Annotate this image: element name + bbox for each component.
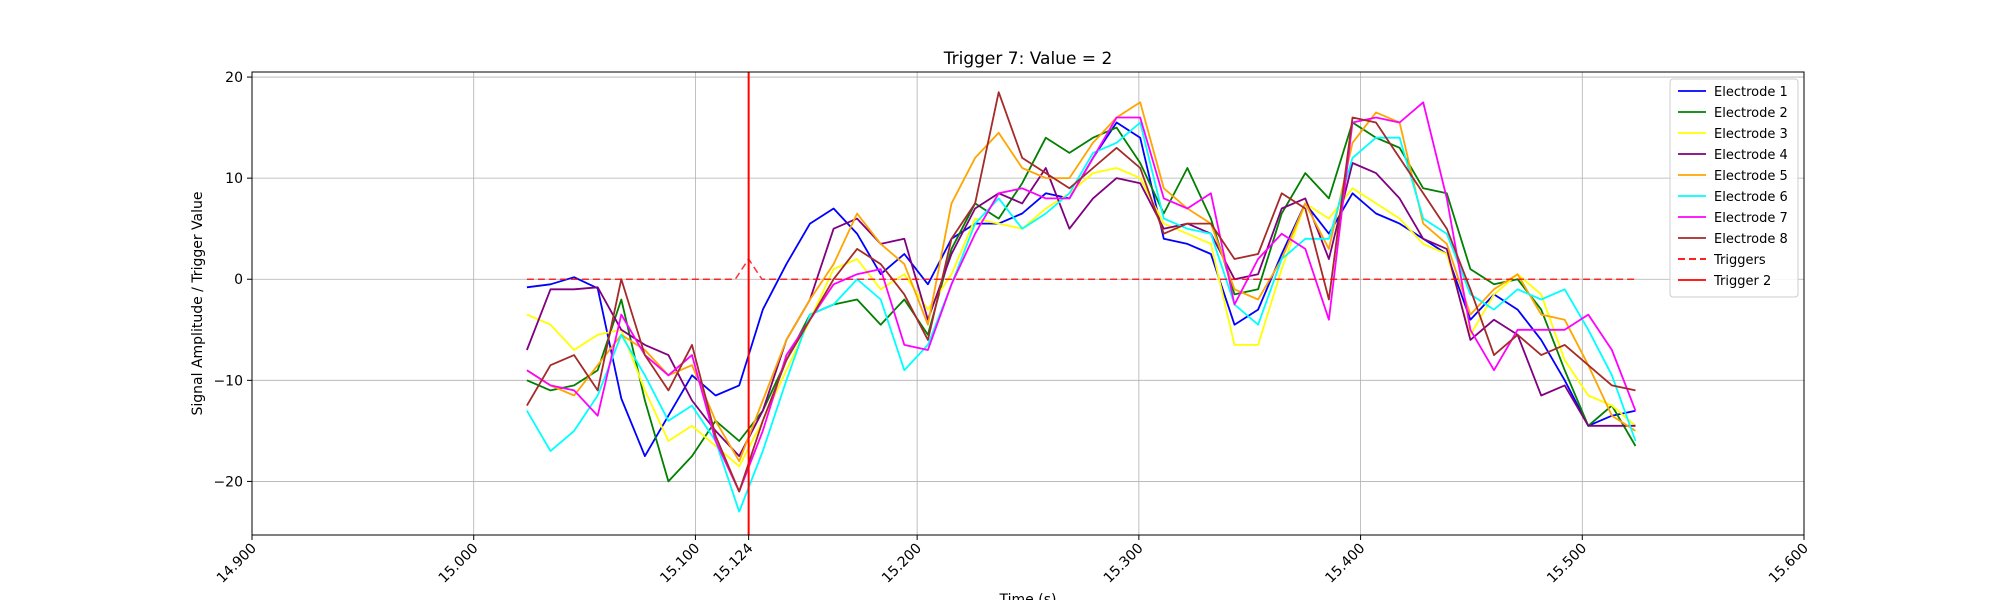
y-tick-label: 0 bbox=[234, 272, 243, 288]
legend-label: Trigger 2 bbox=[1713, 274, 1771, 289]
legend-label: Electrode 6 bbox=[1714, 190, 1788, 205]
legend-label: Electrode 4 bbox=[1714, 148, 1788, 163]
y-axis-label: Signal Amplitude / Trigger Value bbox=[190, 192, 206, 416]
x-tick-label: 15.300 bbox=[1101, 541, 1147, 587]
legend-label: Triggers bbox=[1713, 253, 1766, 268]
legend-label: Electrode 5 bbox=[1714, 169, 1788, 184]
y-tick-label: 10 bbox=[225, 171, 243, 187]
x-tick-label: 15.124 bbox=[711, 540, 757, 586]
x-tick-label: 14.900 bbox=[214, 541, 260, 587]
legend-label: Electrode 2 bbox=[1714, 106, 1788, 121]
x-tick-label: 15.100 bbox=[657, 541, 703, 587]
y-tick-label: −10 bbox=[213, 373, 243, 389]
series-line-8 bbox=[526, 91, 1636, 493]
plot-area-frame bbox=[251, 71, 1805, 536]
series-line-9 bbox=[526, 258, 1636, 280]
y-tick-label: −20 bbox=[213, 474, 243, 490]
y-tick-label: 20 bbox=[225, 70, 243, 86]
chart-title: Trigger 7: Value = 2 bbox=[943, 49, 1113, 69]
legend-label: Electrode 3 bbox=[1714, 127, 1788, 142]
series-line-6 bbox=[526, 121, 1637, 513]
legend: Electrode 1 Electrode 2 Electrode 3 Electro… bbox=[1669, 78, 1799, 298]
series-lines bbox=[526, 72, 1637, 535]
x-axis-label: Time (s) bbox=[999, 592, 1057, 600]
legend-label: Electrode 7 bbox=[1714, 211, 1788, 226]
x-tick-label: 15.600 bbox=[1766, 541, 1812, 587]
legend-label: Electrode 8 bbox=[1714, 232, 1788, 247]
x-tick-label: 15.400 bbox=[1322, 541, 1368, 587]
x-tick-label: 15.000 bbox=[436, 541, 482, 587]
grid bbox=[251, 72, 1805, 535]
x-tick-label: 15.500 bbox=[1544, 541, 1590, 587]
axis-ticks: 14.900 15.000 15.100 15.124 15.200 15.300 15.4… bbox=[213, 70, 1811, 586]
x-tick-label: 15.200 bbox=[879, 541, 925, 587]
legend-label: Electrode 1 bbox=[1714, 85, 1788, 100]
series-line-5 bbox=[526, 101, 1636, 463]
